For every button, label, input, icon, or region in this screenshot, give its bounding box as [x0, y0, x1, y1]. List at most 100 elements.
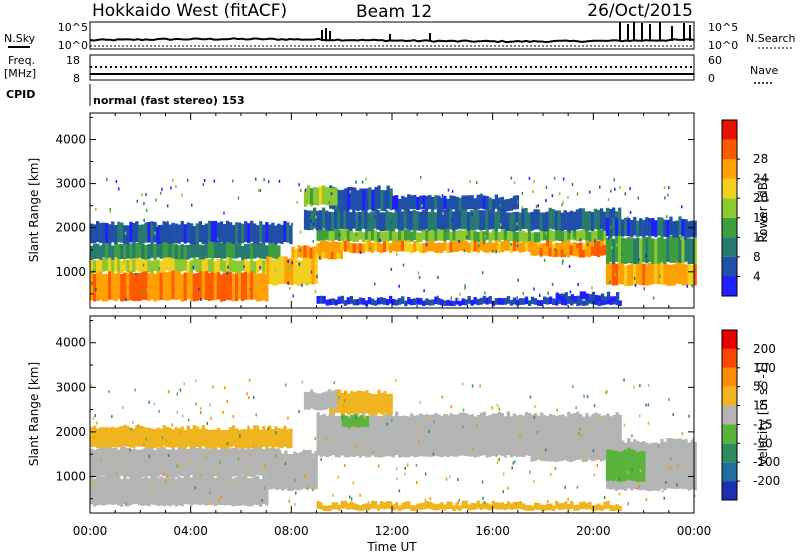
heatmap-cell — [533, 298, 538, 305]
heatmap-speckle — [298, 410, 300, 414]
heatmap-cell — [374, 394, 378, 416]
heatmap-cell — [346, 503, 350, 510]
heatmap-speckle — [545, 232, 547, 235]
heatmap-speckle — [592, 449, 595, 453]
heatmap-cell — [564, 501, 568, 509]
heatmap-cell — [449, 501, 453, 510]
heatmap-cell — [606, 297, 610, 305]
heatmap-cell — [494, 239, 498, 252]
heatmap-cell — [425, 241, 429, 253]
heatmap-speckle — [232, 179, 234, 183]
heatmap-cell — [144, 257, 148, 272]
heatmap-speckle — [437, 275, 439, 279]
heatmap-speckle — [533, 180, 535, 184]
heatmap-speckle — [210, 416, 212, 420]
heatmap-cell — [117, 426, 121, 448]
heatmap-cell — [416, 503, 420, 511]
heatmap-cell — [467, 296, 471, 304]
heatmap-cell — [612, 207, 616, 229]
heatmap-cell — [587, 211, 592, 231]
heatmap-speckle — [684, 237, 686, 241]
heatmap-cell — [584, 248, 589, 257]
heatmap-speckle — [515, 501, 518, 505]
heatmap-cell — [235, 222, 239, 243]
heatmap-cell — [410, 231, 414, 242]
heatmap-cell — [543, 228, 547, 241]
heatmap-cell — [96, 243, 100, 259]
heatmap-speckle — [426, 416, 429, 420]
heatmap-speckle — [159, 191, 162, 195]
heatmap-speckle — [221, 447, 223, 451]
heatmap-cell — [324, 247, 328, 259]
heatmap-cell — [558, 503, 562, 510]
heatmap-cell — [591, 296, 595, 305]
heatmap-speckle — [243, 265, 245, 269]
heatmap-cell — [328, 187, 332, 206]
colorbar-tick-label: 100 — [753, 361, 776, 375]
heatmap-cell — [485, 196, 489, 210]
heatmap-cell — [379, 231, 384, 242]
heatmap-speckle — [593, 404, 596, 408]
heatmap-speckle — [553, 176, 556, 180]
heatmap-cell — [316, 296, 320, 304]
heatmap-speckle — [252, 396, 255, 399]
heatmap-speckle — [648, 218, 651, 222]
heatmap-speckle — [645, 254, 647, 258]
colorbar-tick-label: -50 — [753, 436, 773, 450]
heatmap-cell — [551, 249, 555, 258]
heatmap-cell — [129, 221, 133, 243]
heatmap-cell — [364, 415, 369, 458]
heatmap-cell — [238, 240, 242, 258]
heatmap-speckle — [152, 237, 155, 241]
heatmap-cell — [503, 238, 507, 251]
heatmap-cell — [608, 449, 613, 481]
heatmap-cell — [364, 240, 369, 252]
colorbar-swatch — [722, 276, 737, 296]
heatmap-cell — [275, 451, 279, 490]
heatmap-cell — [527, 230, 532, 242]
heatmap-speckle — [621, 252, 623, 256]
heatmap-cell — [666, 234, 670, 262]
heatmap-cell — [407, 416, 411, 458]
heatmap-cell — [543, 296, 547, 304]
heatmap-speckle — [306, 282, 308, 286]
heatmap-cell — [488, 232, 492, 243]
heatmap-cell — [558, 293, 562, 301]
heatmap-cell — [195, 448, 199, 477]
heatmap-speckle — [536, 252, 538, 256]
heatmap-cell — [126, 273, 130, 302]
heatmap-cell — [153, 429, 157, 449]
heatmap-cell — [102, 241, 106, 258]
heatmap-speckle — [166, 474, 169, 478]
heatmap-cell — [537, 232, 541, 243]
heatmap-cell — [331, 298, 335, 305]
heatmap-speckle — [545, 185, 548, 189]
colorbar-tick-label: -200 — [753, 474, 780, 488]
heatmap-cell — [500, 502, 504, 510]
heatmap-cell — [213, 241, 218, 258]
heatmap-cell — [201, 425, 205, 447]
heatmap-cell — [563, 450, 567, 461]
heatmap-cell — [582, 243, 586, 254]
heatmap-cell — [467, 414, 471, 457]
heatmap-cell — [114, 447, 118, 477]
heatmap-speckle — [312, 488, 314, 492]
heatmap-cell — [645, 237, 649, 264]
heatmap-cell — [549, 503, 553, 511]
heatmap-cell — [213, 261, 218, 274]
heatmap-cell — [93, 244, 97, 259]
heatmap-cell — [253, 474, 257, 505]
beam-label: Beam 12 — [356, 2, 432, 22]
heatmap-speckle — [477, 244, 480, 248]
power-heatmap-cells — [90, 175, 697, 307]
heatmap-cell — [609, 296, 614, 302]
heatmap-cell — [530, 414, 535, 457]
heatmap-cell — [171, 269, 175, 300]
heatmap-cell — [244, 243, 248, 259]
heatmap-cell — [141, 243, 145, 259]
heatmap-cell — [259, 445, 263, 476]
heatmap-cell — [542, 246, 546, 256]
heatmap-cell — [446, 227, 450, 240]
heatmap-speckle — [108, 390, 110, 393]
